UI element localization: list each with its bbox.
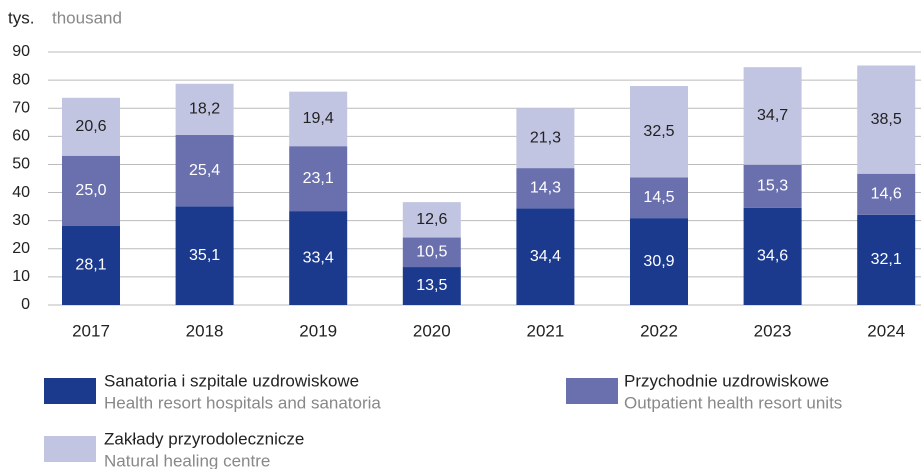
legend-label-en: Health resort hospitals and sanatoria: [104, 393, 381, 412]
value-label: 18,2: [189, 101, 220, 118]
y-tick-label: 40: [12, 184, 30, 201]
value-label: 33,4: [303, 249, 334, 266]
value-label: 28,1: [75, 257, 106, 274]
x-tick-label: 2021: [526, 321, 564, 340]
x-tick-label: 2018: [186, 321, 224, 340]
legend-label: Przychodnie uzdrowiskowe: [624, 371, 829, 390]
value-label: 12,6: [416, 211, 447, 228]
y-tick-label: 70: [12, 99, 30, 116]
bar-segment: [175, 206, 234, 305]
bar-segment: [289, 146, 348, 212]
bar-segment: [857, 214, 916, 305]
bar-segment: [516, 208, 575, 305]
value-label: 34,4: [530, 248, 561, 265]
bar-segment: [743, 207, 802, 305]
value-label: 34,6: [757, 248, 788, 265]
value-label: 15,3: [757, 177, 788, 194]
bar-segment: [62, 155, 120, 227]
legend-label-en: Natural healing centre: [104, 451, 270, 469]
bar-segment: [857, 65, 916, 174]
value-label: 32,1: [871, 251, 902, 268]
bar-segment: [516, 168, 575, 209]
unit-label-en: thousand: [52, 8, 122, 27]
bar-segment: [743, 67, 802, 165]
x-tick-label: 2020: [413, 321, 451, 340]
value-label: 21,3: [530, 129, 561, 146]
bar-segment: [516, 108, 575, 169]
bar-segment: [402, 267, 461, 305]
value-label: 35,1: [189, 247, 220, 264]
value-label: 14,5: [643, 189, 674, 206]
bar-segment: [402, 237, 461, 268]
unit-label: tys.: [8, 8, 34, 27]
x-tick-label: 2023: [754, 321, 792, 340]
y-tick-label: 10: [12, 268, 30, 285]
bar-segment: [175, 134, 234, 207]
value-label: 13,5: [416, 277, 447, 294]
x-tick-label: 2019: [299, 321, 337, 340]
legend-swatch: [44, 436, 96, 462]
x-tick-label: 2024: [867, 321, 905, 340]
y-tick-label: 80: [12, 71, 30, 88]
legend-label: Sanatoria i szpitale uzdrowiskowe: [104, 371, 359, 390]
legend-label-en: Outpatient health resort units: [624, 393, 842, 412]
value-label: 14,3: [530, 179, 561, 196]
bar-segment: [630, 177, 688, 219]
x-tick-label: 2017: [72, 321, 110, 340]
y-tick-label: 30: [12, 212, 30, 229]
value-label: 14,6: [871, 185, 902, 202]
x-tick-label: 2022: [640, 321, 678, 340]
bar-segment: [743, 164, 802, 208]
bar-segment: [857, 173, 916, 215]
value-label: 10,5: [416, 244, 447, 261]
bar-segment: [289, 211, 348, 305]
bar-segment: [630, 86, 688, 178]
value-label: 23,1: [303, 170, 334, 187]
value-label: 20,6: [75, 118, 106, 135]
value-label: 19,4: [303, 110, 334, 127]
legend-label: Zakłady przyrodolecznicze: [104, 429, 304, 448]
value-label: 32,5: [643, 123, 674, 140]
bar-segment: [289, 91, 348, 147]
y-tick-label: 50: [12, 156, 30, 173]
legend-swatch: [566, 378, 618, 404]
value-label: 25,4: [189, 162, 220, 179]
y-tick-label: 60: [12, 128, 30, 145]
y-tick-label: 20: [12, 240, 30, 257]
bar-segment: [402, 202, 461, 238]
bar-segment: [62, 226, 120, 305]
value-label: 34,7: [757, 107, 788, 124]
value-label: 30,9: [643, 253, 674, 270]
bar-segment: [62, 97, 120, 156]
value-label: 25,0: [75, 182, 106, 199]
y-tick-label: 0: [21, 296, 30, 313]
legend-swatch: [44, 378, 96, 404]
value-label: 38,5: [871, 111, 902, 128]
bar-segment: [175, 83, 234, 135]
y-tick-label: 90: [12, 43, 30, 60]
bar-segment: [630, 218, 688, 305]
